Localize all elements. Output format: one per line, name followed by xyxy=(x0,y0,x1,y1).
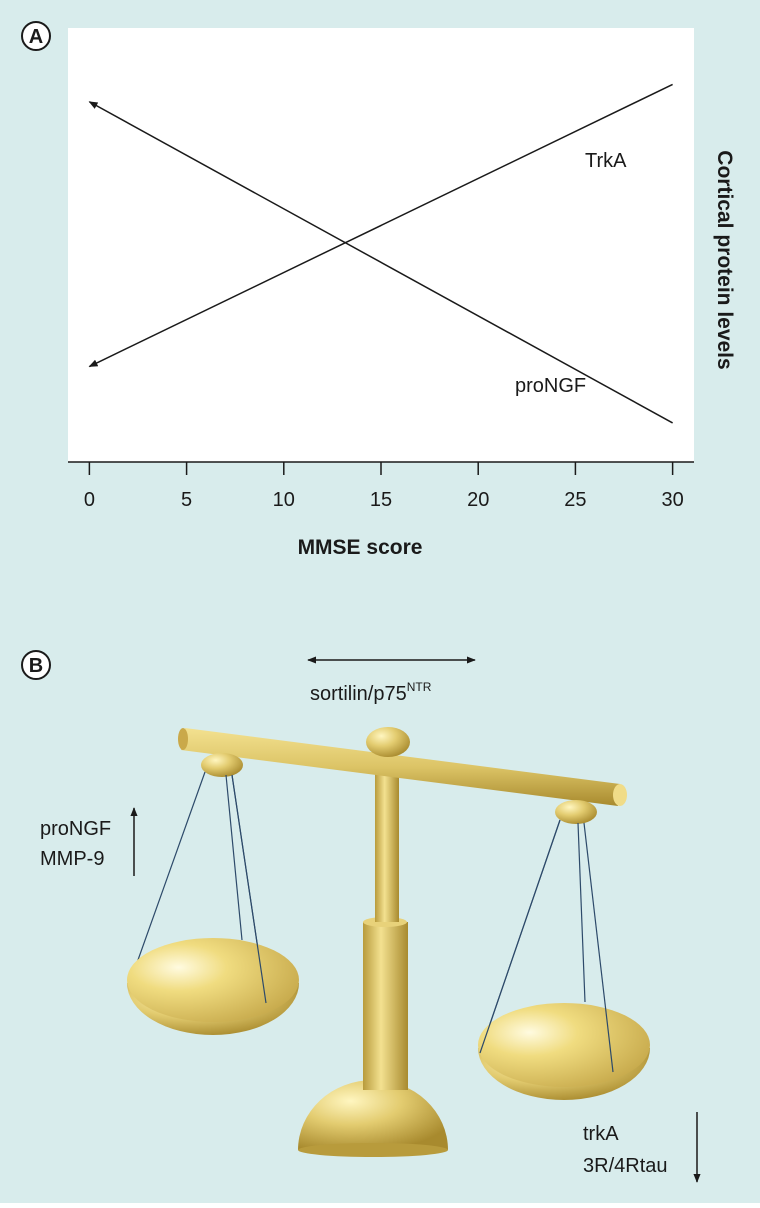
beam-end xyxy=(178,728,188,750)
post-lower xyxy=(363,922,408,1090)
x-tick-label: 15 xyxy=(370,489,392,511)
beam-end xyxy=(613,784,627,806)
series-label: TrkA xyxy=(585,150,627,172)
page: {"chart_data": {"type": "line", "x": [0,… xyxy=(0,0,760,1203)
x-tick-label: 5 xyxy=(181,489,192,511)
x-tick-label: 20 xyxy=(467,489,489,511)
x-tick-label: 0 xyxy=(84,489,95,511)
left-label: proNGF xyxy=(40,818,111,840)
pan xyxy=(127,938,299,1022)
x-tick-label: 10 xyxy=(273,489,295,511)
figure: A B MMSE score Cortical protein levels s… xyxy=(0,0,760,1203)
right-label: 3R/4Rtau xyxy=(583,1155,668,1177)
balance-label-main: sortilin/p75 xyxy=(310,683,407,705)
pan xyxy=(478,1003,650,1087)
x-tick-label: 25 xyxy=(564,489,586,511)
hanger xyxy=(555,800,597,824)
x-axis-title: MMSE score xyxy=(298,536,423,559)
panel-label: B xyxy=(29,655,43,677)
right-label: trkA xyxy=(583,1123,619,1145)
balance-label-sup: NTR xyxy=(407,680,432,694)
left-label: MMP-9 xyxy=(40,848,104,870)
post-upper xyxy=(375,760,399,922)
hanger xyxy=(201,753,243,777)
knob xyxy=(366,727,410,757)
panel-label: A xyxy=(29,26,43,48)
plot-area xyxy=(68,28,694,462)
x-tick-label: 30 xyxy=(661,489,683,511)
series-label: proNGF xyxy=(515,375,586,397)
base-rim xyxy=(298,1143,448,1157)
y-axis-title: Cortical protein levels xyxy=(713,150,736,369)
